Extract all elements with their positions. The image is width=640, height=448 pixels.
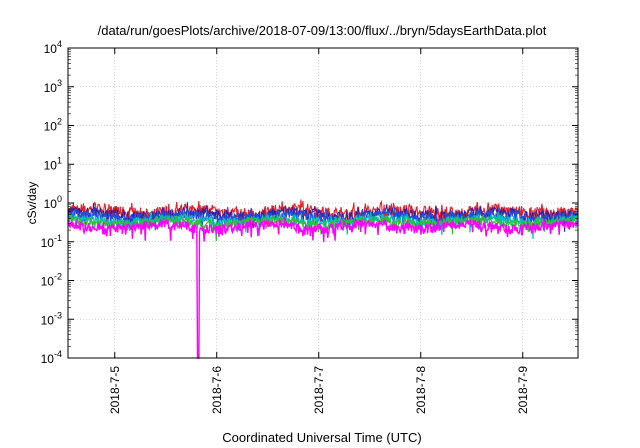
series-line — [67, 202, 579, 232]
x-tick-label: 2018-7-9 — [516, 366, 530, 414]
chart-title: /data/run/goesPlots/archive/2018-07-09/1… — [98, 23, 547, 38]
x-tick-label: 2018-7-8 — [414, 366, 428, 414]
y-tick-label: 103 — [44, 78, 62, 95]
x-tick-label: 2018-7-7 — [312, 366, 326, 414]
grid — [68, 48, 578, 358]
series-line — [67, 217, 579, 359]
y-tick-label: 101 — [44, 155, 62, 172]
y-axis: 10-4 10-3 10-2 10-1 100 101 102 103 104 — [41, 39, 578, 366]
y-tick-label: 10-1 — [41, 233, 62, 250]
y-tick-label: 10-4 — [41, 349, 62, 366]
x-tick-label: 2018-7-5 — [108, 366, 122, 414]
y-tick-label: 102 — [44, 117, 62, 134]
y-tick-label: 10-2 — [41, 272, 62, 289]
y-tick-label: 10-3 — [41, 310, 62, 327]
x-tick-label: 2018-7-6 — [210, 366, 224, 414]
x-axis-label: Coordinated Universal Time (UTC) — [222, 430, 421, 445]
series-layer — [67, 199, 579, 359]
x-axis: 2018-7-5 2018-7-6 2018-7-7 2018-7-8 2018-7-9 — [108, 48, 530, 414]
y-tick-label: 104 — [44, 39, 62, 56]
series-line — [67, 211, 579, 240]
y-axis-label: cSv/day — [25, 182, 39, 225]
y-tick-label: 100 — [44, 194, 62, 211]
